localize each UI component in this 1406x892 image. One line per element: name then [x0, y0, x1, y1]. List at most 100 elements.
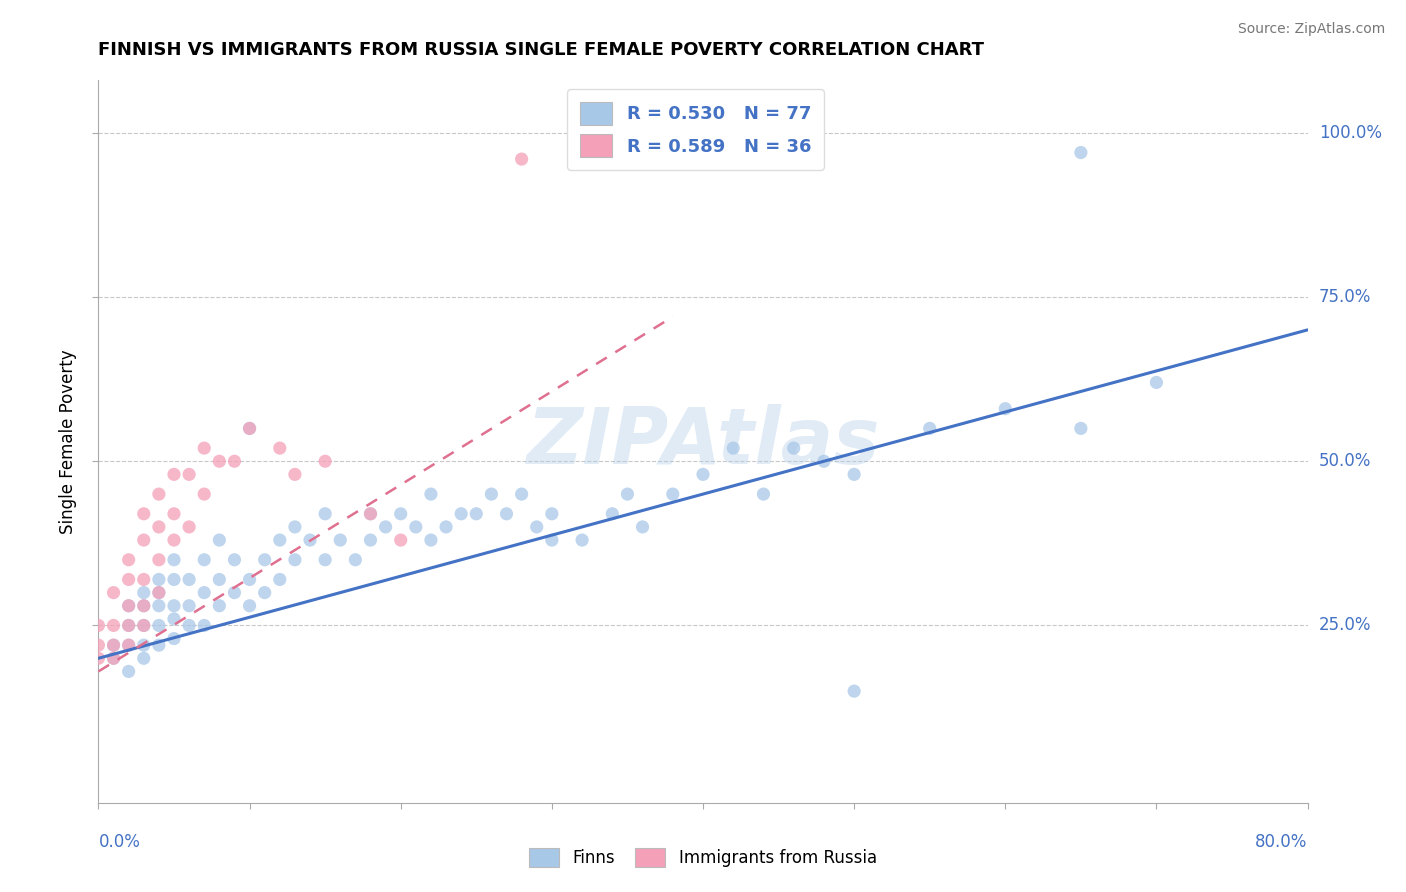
Text: Source: ZipAtlas.com: Source: ZipAtlas.com — [1237, 22, 1385, 37]
Point — [87, 618, 110, 632]
Point — [132, 599, 155, 613]
Point — [918, 421, 941, 435]
Point — [813, 454, 835, 468]
Point — [723, 441, 745, 455]
Point — [193, 487, 215, 501]
Point — [132, 618, 155, 632]
Text: FINNISH VS IMMIGRANTS FROM RUSSIA SINGLE FEMALE POVERTY CORRELATION CHART: FINNISH VS IMMIGRANTS FROM RUSSIA SINGLE… — [98, 41, 984, 59]
Point — [132, 507, 155, 521]
Point — [434, 520, 457, 534]
Point — [269, 533, 291, 547]
Point — [148, 618, 170, 632]
Point — [118, 618, 141, 632]
Point — [420, 487, 443, 501]
Point — [253, 553, 276, 567]
Point — [844, 684, 866, 698]
Point — [239, 599, 262, 613]
Point — [389, 507, 412, 521]
Point — [239, 421, 262, 435]
Point — [118, 599, 141, 613]
Point — [224, 585, 246, 599]
Point — [118, 573, 141, 587]
Text: ZIPAtlas: ZIPAtlas — [526, 403, 880, 480]
Point — [103, 651, 125, 665]
Point — [208, 573, 231, 587]
Point — [994, 401, 1017, 416]
Point — [193, 618, 215, 632]
Text: 25.0%: 25.0% — [1319, 616, 1371, 634]
Point — [163, 553, 186, 567]
Point — [540, 507, 562, 521]
Point — [87, 651, 110, 665]
Point — [526, 520, 548, 534]
Point — [420, 533, 443, 547]
Point — [132, 638, 155, 652]
Point — [616, 487, 638, 501]
Point — [284, 553, 307, 567]
Point — [1070, 145, 1092, 160]
Legend: Finns, Immigrants from Russia: Finns, Immigrants from Russia — [523, 841, 883, 874]
Point — [148, 573, 170, 587]
Point — [314, 553, 336, 567]
Point — [103, 585, 125, 599]
Point — [148, 585, 170, 599]
Point — [631, 520, 654, 534]
Point — [103, 638, 125, 652]
Point — [163, 612, 186, 626]
Point — [1144, 376, 1167, 390]
Point — [132, 533, 155, 547]
Point — [179, 520, 201, 534]
Point — [239, 421, 262, 435]
Point — [208, 599, 231, 613]
Point — [844, 467, 866, 482]
Point — [163, 599, 186, 613]
Point — [163, 467, 186, 482]
Point — [179, 467, 201, 482]
Point — [269, 573, 291, 587]
Point — [118, 638, 141, 652]
Point — [314, 454, 336, 468]
Text: 75.0%: 75.0% — [1319, 288, 1371, 306]
Point — [208, 533, 231, 547]
Point — [193, 553, 215, 567]
Point — [405, 520, 427, 534]
Point — [224, 454, 246, 468]
Point — [360, 507, 382, 521]
Point — [193, 585, 215, 599]
Point — [103, 651, 125, 665]
Point — [360, 507, 382, 521]
Point — [193, 441, 215, 455]
Point — [783, 441, 806, 455]
Point — [269, 441, 291, 455]
Point — [103, 618, 125, 632]
Point — [571, 533, 593, 547]
Point — [148, 585, 170, 599]
Point — [602, 507, 624, 521]
Point — [118, 618, 141, 632]
Point — [253, 585, 276, 599]
Point — [692, 467, 714, 482]
Point — [510, 487, 533, 501]
Point — [284, 520, 307, 534]
Point — [132, 573, 155, 587]
Point — [118, 665, 141, 679]
Point — [163, 533, 186, 547]
Point — [148, 553, 170, 567]
Point — [540, 533, 562, 547]
Point — [360, 533, 382, 547]
Point — [179, 618, 201, 632]
Point — [118, 553, 141, 567]
Point — [132, 599, 155, 613]
Point — [103, 638, 125, 652]
Point — [87, 638, 110, 652]
Point — [163, 632, 186, 646]
Point — [163, 507, 186, 521]
Point — [132, 618, 155, 632]
Point — [208, 454, 231, 468]
Point — [450, 507, 472, 521]
Point — [148, 638, 170, 652]
Point — [118, 638, 141, 652]
Point — [132, 585, 155, 599]
Point — [329, 533, 352, 547]
Point — [148, 487, 170, 501]
